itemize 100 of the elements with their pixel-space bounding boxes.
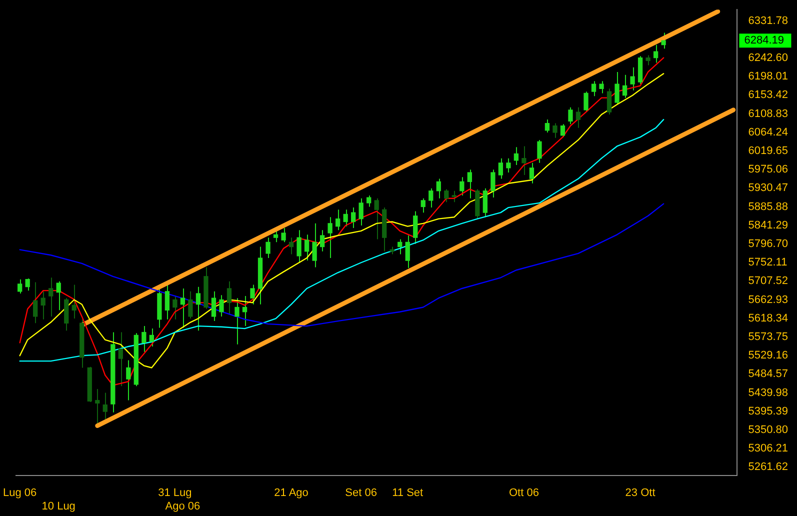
candlestick (343, 209, 348, 227)
candlestick (219, 294, 224, 317)
y-tick-label: 5261.62 (748, 461, 788, 474)
y-tick-label: 5618.34 (748, 312, 788, 324)
x-tick-label: 10 Lug (42, 500, 76, 512)
y-tick-label: 5306.21 (748, 442, 788, 455)
y-tick-label: 6064.24 (748, 126, 788, 138)
y-tick-label: 5573.75 (748, 331, 788, 344)
candlestick (281, 228, 286, 243)
candlestick (288, 237, 294, 255)
candlestick (95, 388, 100, 424)
candlestick (226, 280, 232, 316)
y-tick-label: 6198.01 (748, 70, 788, 83)
y-tick-label: 5975.06 (748, 164, 788, 176)
y-tick-label: 6242.60 (748, 52, 788, 64)
candlestick (452, 190, 456, 203)
candlestick (522, 146, 526, 176)
candlestick (164, 283, 170, 320)
candlestick (398, 238, 402, 255)
candlestick (482, 188, 488, 218)
candlestick (335, 209, 340, 231)
candlestick (196, 286, 201, 332)
candlestick (413, 210, 418, 244)
y-tick-label: 5707.52 (748, 275, 788, 288)
candlestick (420, 198, 426, 214)
candlestick (126, 360, 131, 401)
candlestick (149, 328, 154, 347)
candlestick (467, 169, 472, 199)
candlestick (266, 237, 270, 259)
y-tick-label: 5841.29 (748, 219, 788, 232)
candlestick (576, 106, 581, 128)
candlestick (234, 298, 240, 345)
candlestick (48, 277, 54, 317)
candlestick (358, 198, 364, 226)
y-tick-label: 5752.11 (748, 256, 788, 269)
candlestick (351, 207, 356, 228)
candlestick (622, 74, 628, 98)
x-tick-label: Ott 06 (508, 487, 539, 500)
y-tick-label: 6331.78 (748, 14, 788, 27)
candlestick (102, 392, 108, 420)
candlestick (40, 290, 46, 320)
candlestick (584, 91, 588, 113)
candlestick (72, 284, 76, 320)
candlestick (436, 178, 441, 199)
candlestick (514, 146, 519, 166)
y-tick-label: 6019.65 (748, 144, 788, 157)
candlestick (142, 326, 146, 352)
y-tick-label: 5484.57 (748, 368, 788, 380)
candlestick (552, 122, 558, 138)
candlestick (172, 296, 178, 320)
x-tick-label: 23 Ott (625, 487, 656, 500)
candlestick (304, 234, 310, 262)
candlestick (630, 66, 635, 91)
x-tick-label: 31 Lug (158, 487, 192, 500)
candlestick (444, 188, 449, 203)
candlestick (544, 119, 550, 133)
candlestick (428, 188, 434, 208)
candlestick (529, 162, 534, 184)
candlestick (537, 139, 542, 164)
candlestick (242, 296, 248, 327)
y-tick-label: 5796.70 (748, 238, 788, 250)
candlestick (653, 44, 658, 64)
candlestick (366, 194, 372, 208)
candlestick (273, 230, 278, 243)
candlestick (18, 278, 22, 294)
candlestick (560, 124, 566, 138)
candlestick (661, 32, 666, 50)
x-tick-label: Set 06 (345, 487, 377, 500)
x-tick-label: 21 Ago (274, 487, 308, 500)
y-tick-label: 5350.80 (748, 424, 788, 436)
candlestick (490, 169, 496, 198)
candlestick (599, 80, 604, 94)
candlestick (25, 278, 30, 292)
candlestick (296, 230, 302, 264)
candlestick (646, 54, 650, 66)
text: 6284.19 (744, 34, 784, 47)
candlestick (498, 158, 504, 180)
x-tick-label: 11 Set (392, 487, 424, 500)
y-tick-label: 5662.93 (748, 294, 788, 306)
candlestick (614, 71, 620, 106)
candlestick (211, 290, 216, 322)
candlestick (320, 230, 325, 252)
candlestick (506, 158, 511, 174)
candlestick (118, 332, 123, 387)
y-tick-label: 5885.88 (748, 200, 788, 213)
candlestick (460, 176, 464, 196)
candlestick (56, 280, 61, 311)
y-tick-label: 5395.39 (748, 405, 788, 418)
y-tick-label: 5930.47 (748, 182, 788, 194)
candlestick (568, 106, 573, 125)
candlestick (606, 88, 612, 116)
candlestick (180, 288, 186, 328)
candlestick (250, 284, 255, 305)
y-tick-label: 5529.16 (748, 350, 788, 362)
candlestick (405, 235, 410, 269)
candlestick (328, 216, 332, 259)
candlestick (312, 222, 317, 268)
y-tick-label: 6108.83 (748, 108, 788, 120)
candlestick (33, 282, 38, 324)
y-tick-label: 6153.42 (748, 89, 788, 102)
